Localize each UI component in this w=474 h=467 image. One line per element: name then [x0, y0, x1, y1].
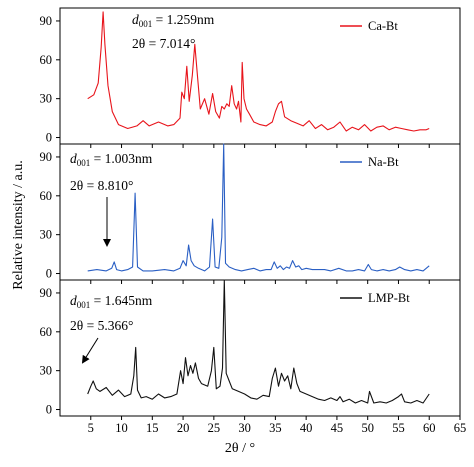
- annotation-2theta: 2θ = 8.810°: [70, 178, 133, 193]
- annotation-2theta: 2θ = 5.366°: [70, 318, 133, 333]
- x-tick-label: 15: [146, 421, 159, 435]
- legend-label: Ca-Bt: [368, 19, 398, 33]
- y-tick-label: 0: [46, 267, 52, 281]
- x-tick-label: 5: [88, 421, 94, 435]
- x-tick-label: 20: [177, 421, 190, 435]
- legend-ca-bt: Ca-Bt: [340, 19, 398, 33]
- series-line-na-bt: [87, 143, 430, 272]
- annotation-d001: d001 = 1.259nm: [132, 12, 215, 29]
- panel-na-bt: 0 30 60 90 Na-Bt d001 = 1.003nm 2θ = 8.810°: [40, 143, 461, 284]
- x-axis-title: 2θ / °: [225, 441, 255, 456]
- y-tick-label: 30: [40, 92, 53, 106]
- series-line-ca-bt: [87, 11, 430, 132]
- legend-label: LMP-Bt: [368, 291, 410, 305]
- x-tick-label: 55: [392, 421, 405, 435]
- panel-lmp-bt: 0 30 60 90 LMP-Bt d001 = 1.645nm 2θ = 5.366°: [40, 279, 461, 420]
- x-tick-label: 60: [423, 421, 436, 435]
- x-tick-label: 30: [238, 421, 251, 435]
- x-tick-label: 65: [454, 421, 467, 435]
- panel-ca-bt: 0 30 60 90 Ca-Bt d001 = 1.259nm 2θ = 7.014°: [40, 7, 461, 148]
- annotation-2theta: 2θ = 7.014°: [132, 36, 195, 51]
- x-tick-labels: 5 10 15 20 25 30 35 40 45 50 55 60 65: [88, 421, 467, 435]
- y-tick-label: 90: [40, 14, 53, 28]
- x-tick-label: 45: [331, 421, 344, 435]
- series-line-lmp-bt: [87, 279, 430, 404]
- legend-lmp-bt: LMP-Bt: [340, 291, 410, 305]
- x-axis-title-text: 2θ / °: [225, 441, 255, 456]
- y-tick-label: 60: [40, 53, 53, 67]
- y-tick-label: 0: [46, 403, 52, 417]
- x-tick-label: 25: [208, 421, 221, 435]
- y-tick-label: 90: [40, 286, 53, 300]
- y-axis-title: Relative intensity / a.u.: [11, 160, 26, 289]
- panel-frame: [59, 279, 461, 417]
- y-tick-label: 60: [40, 325, 53, 339]
- y-tick-label: 30: [40, 364, 53, 378]
- annotation-d001: d001 = 1.003nm: [70, 151, 153, 168]
- annotation-d001: d001 = 1.645nm: [70, 293, 153, 310]
- legend-label: Na-Bt: [368, 155, 399, 169]
- x-tick-label: 10: [115, 421, 128, 435]
- x-tick-label: 40: [300, 421, 313, 435]
- y-tick-label: 90: [40, 150, 53, 164]
- legend-na-bt: Na-Bt: [340, 155, 399, 169]
- x-tick-label: 50: [361, 421, 374, 435]
- y-tick-label: 30: [40, 228, 53, 242]
- panel-frame: [59, 7, 461, 145]
- x-tick-label: 35: [269, 421, 282, 435]
- y-tick-label: 0: [46, 131, 52, 145]
- annotation-arrow: [81, 337, 99, 364]
- y-tick-label: 60: [40, 189, 53, 203]
